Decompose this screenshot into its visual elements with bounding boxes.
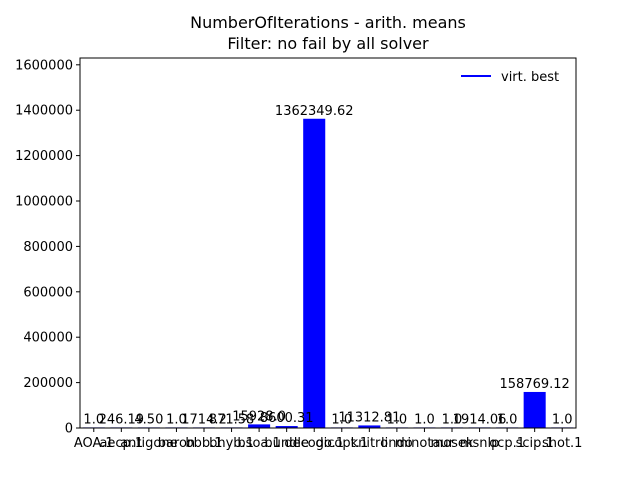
data-label: 1.0: [83, 412, 104, 427]
x-tick-label: AOA.1: [74, 436, 114, 451]
chart-title-line-2: Filter: no fail by all solver: [227, 34, 429, 53]
data-label: 1.0: [552, 412, 573, 427]
data-label: 246.19: [99, 412, 145, 427]
plot-frame: [79, 57, 577, 429]
data-label: 158769.12: [500, 377, 570, 392]
bar-bundle: [275, 426, 298, 428]
data-label: 1.0: [442, 412, 463, 427]
bar-bsoa-1: [248, 424, 271, 428]
bar-scip-1: [523, 391, 546, 428]
x-tick-label: minotaur: [395, 436, 455, 451]
chart-title-line-1: NumberOfIterations - arith. means: [190, 13, 466, 32]
legend-label-virt-best: virt. best: [501, 70, 559, 85]
data-label: 871.58: [209, 412, 255, 427]
y-tick-label: 1400000: [15, 104, 73, 119]
x-axis-ticks: AOA.1aecp.1antigonebaronbbb.1bhyb.1bsoa.…: [74, 428, 582, 451]
x-tick-label: baron: [158, 436, 195, 451]
y-tick-label: 1600000: [15, 58, 73, 73]
y-tick-label: 0: [65, 422, 73, 437]
x-tick-label: aecp.1: [99, 436, 143, 451]
y-tick-label: 800000: [23, 240, 73, 255]
data-label: 1.0: [497, 412, 518, 427]
x-tick-label: knitro: [351, 436, 389, 451]
x-tick-label: scip.1: [516, 436, 554, 451]
x-tick-label: bhyb.1: [209, 436, 254, 451]
y-tick-label: 200000: [23, 376, 73, 391]
x-tick-label: mosek: [431, 436, 474, 451]
y-axis-ticks: 0 200000 400000 600000 800000 1000000 1200000 1…: [15, 58, 80, 437]
x-tick-label: lindo: [381, 436, 413, 451]
data-label: 1714.2: [181, 412, 227, 427]
x-tick-label: bbb.1: [185, 436, 222, 451]
x-tick-label: decogo.1: [284, 436, 344, 451]
x-tick-label: antigone: [120, 436, 177, 451]
x-tick-label: ocp.1: [489, 436, 525, 451]
plot-area: [80, 58, 576, 428]
data-label: 1914.06: [453, 412, 507, 427]
data-label: 1.0: [331, 412, 352, 427]
data-label: 15928.0: [232, 409, 286, 424]
x-tick-label: bundle: [264, 436, 309, 451]
data-label: 1362349.62: [275, 104, 354, 119]
bar-knitro: [358, 425, 381, 428]
data-label: 8600.31: [260, 411, 314, 426]
x-tick-label: dicopt.1: [315, 436, 368, 451]
data-label: 11312.81: [338, 410, 400, 425]
data-label: 4.50: [134, 412, 163, 427]
data-label: 1.0: [387, 412, 408, 427]
x-tick-label: bsoa.1: [237, 436, 280, 451]
data-label: 1.0: [166, 412, 187, 427]
y-tick-label: 1000000: [15, 195, 73, 210]
x-tick-label: shot.1: [542, 436, 582, 451]
y-tick-label: 1200000: [15, 149, 73, 164]
bar-decogo-1: [303, 118, 326, 428]
x-tick-label: msnlp: [460, 436, 500, 451]
y-tick-label: 400000: [23, 331, 73, 346]
y-tick-label: 600000: [23, 285, 73, 300]
legend: virt. best: [461, 70, 559, 85]
data-label: 1.0: [414, 412, 435, 427]
